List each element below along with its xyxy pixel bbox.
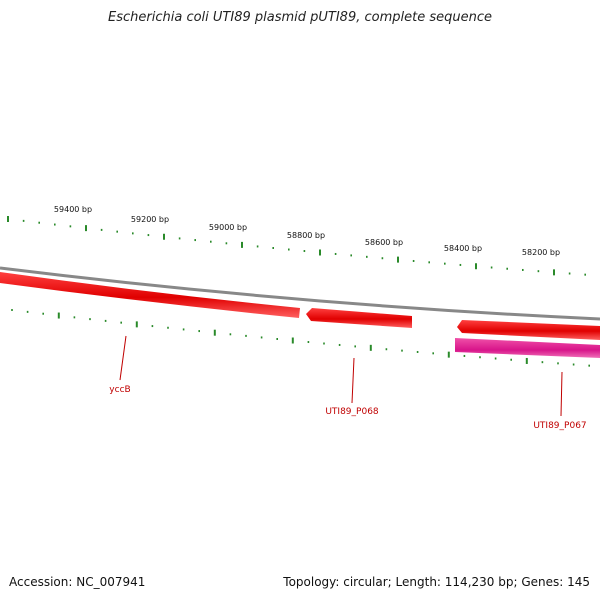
- tick-label: 58600 bp: [365, 238, 403, 247]
- outer-tick-marks: [7, 216, 587, 276]
- gene-arc-yccB[interactable]: [0, 272, 300, 318]
- tick-label: 59200 bp: [131, 215, 169, 224]
- tick-label: 59000 bp: [209, 223, 247, 232]
- gene-label-yccB: yccB: [109, 385, 130, 395]
- gene-label-UTI89_P067: UTI89_P067: [533, 421, 586, 431]
- topology-summary: Topology: circular; Length: 114,230 bp; …: [283, 575, 590, 589]
- tick-label: 59400 bp: [54, 205, 92, 214]
- leader-line-UTI89_P067: [560, 371, 563, 417]
- gene-label-UTI89_P068: UTI89_P068: [325, 407, 379, 417]
- tick-label: 58400 bp: [444, 244, 482, 253]
- gene-arc-UTI89_P067[interactable]: [457, 320, 600, 340]
- gene-arc-UTI89_P068[interactable]: [306, 308, 412, 328]
- plasmid-backbone: [0, 266, 600, 321]
- tick-label: 58200 bp: [522, 248, 560, 257]
- leader-line-yccB: [119, 335, 127, 381]
- inner-tick-marks: [11, 309, 591, 367]
- tick-label: 58800 bp: [287, 231, 325, 240]
- map-title: Escherichia coli UTI89 plasmid pUTI89, c…: [108, 10, 492, 25]
- accession-label: Accession: NC_007941: [9, 575, 146, 589]
- pink-feature-arc[interactable]: [455, 338, 600, 358]
- leader-line-UTI89_P068: [351, 357, 355, 404]
